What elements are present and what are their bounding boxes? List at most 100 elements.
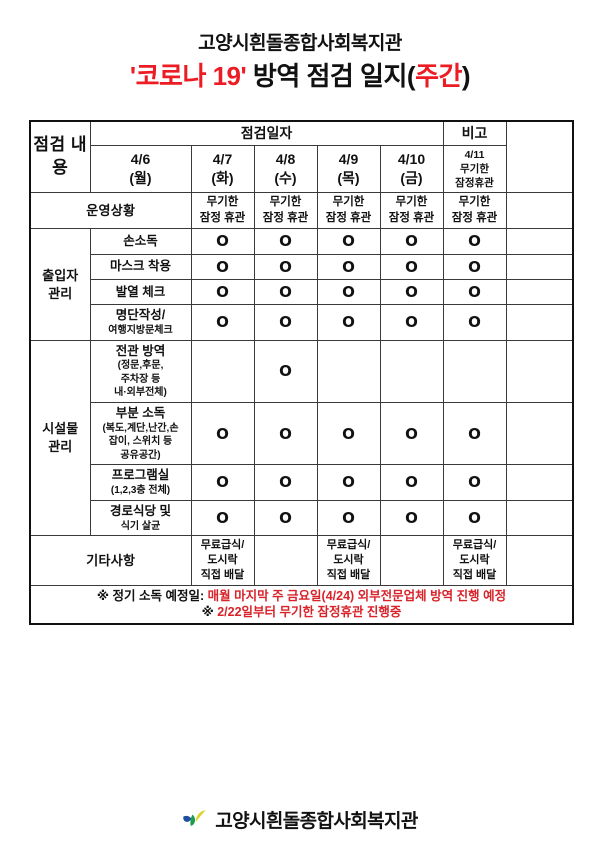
inspection-log-table-wrap: 점검 내용 점검일자 비고 4/6 (월) 4/7 (화) 4/8 (수) 4/9 (목) 4/10(…	[29, 120, 574, 626]
check-cell-day-1: O	[190, 464, 255, 501]
header-remark: 비고	[442, 120, 507, 146]
item-label: 부분 소독 (복도,계단,난간,손 잡이, 스위치 등 공유공간)	[89, 401, 192, 466]
check-cell-day-5: O	[442, 464, 507, 501]
title-paren-close: )	[461, 60, 471, 91]
table-row: 경로식당 및 식기 살균 O O O O O	[30, 499, 574, 537]
check-cell-day-5: O	[442, 304, 507, 341]
item-label: 경로식당 및 식기 살균	[89, 499, 192, 537]
table-row: 프로그램실 (1,2,3층 전체) O O O O O	[30, 464, 574, 501]
check-cell-day-2: O	[253, 253, 318, 280]
check-cell-day-3: O	[316, 253, 381, 280]
header-day-4: 4/9 (목)	[316, 144, 381, 194]
check-cell-day-5: O	[442, 401, 507, 466]
row-remark	[505, 464, 574, 501]
check-cell-day-5: O	[442, 228, 507, 255]
check-cell-day-1: O	[190, 253, 255, 280]
check-cell-day-3: O	[316, 278, 381, 306]
section-label-1: 출입자 관리	[29, 228, 91, 341]
check-cell-day-5	[442, 339, 507, 403]
header-day-5: 4/10 (금)	[379, 144, 444, 194]
check-cell-day-4	[379, 339, 444, 403]
header-inspection-dates: 점검일자	[89, 120, 444, 146]
row-remark	[505, 339, 574, 403]
check-cell-day-3: O	[316, 228, 381, 255]
table-row: 시설물 관리 전관 방역 (정문,후문, 주차장 등 내·외부전체) O	[29, 339, 574, 537]
document-header: 고양시흰돌종합사회복지관 '코로나 19' 방역 점검 일지(주간)	[0, 0, 600, 92]
table-row: 발열 체크 O O O O O	[30, 278, 574, 306]
check-cell-day-5: O	[442, 499, 507, 537]
item-label: 발열 체크	[89, 278, 192, 306]
check-cell-day-1: O	[190, 401, 255, 466]
other-matters-remark	[505, 535, 574, 586]
table-row: 마스크 착용 O O O O O	[30, 253, 574, 280]
item-label: 마스크 착용	[89, 253, 192, 280]
check-cell-day-5: O	[442, 278, 507, 306]
header-day-3: 4/8 (수)	[253, 144, 318, 194]
table-row: 명단작성/여행지방문체크 O O O O O	[30, 304, 574, 341]
header-day-2: 4/7 (화)	[190, 144, 255, 194]
other-matters-day-4	[379, 535, 444, 586]
check-cell-day-3: O	[316, 304, 381, 341]
item-label: 프로그램실 (1,2,3층 전체)	[89, 464, 192, 501]
row-remark	[505, 228, 574, 255]
check-cell-day-1: O	[190, 228, 255, 255]
footer-organization-name: 고양시흰돌종합사회복지관	[215, 811, 418, 832]
welfare-center-logo-icon	[183, 809, 206, 826]
other-matters-day-1: 무료급식/도시락 직접 배달	[190, 535, 255, 586]
check-cell-day-2: O	[253, 401, 318, 466]
check-cell-day-5: O	[442, 253, 507, 280]
check-cell-day-4: O	[379, 228, 444, 255]
row-label-operating-status: 운영상황	[29, 192, 192, 230]
operating-status-day-2: 무기한 잠정 휴관	[253, 192, 318, 230]
header-day-1: 4/6 (월)	[89, 144, 192, 194]
table-header-row-top: 점검 내용 점검일자 비고	[29, 120, 573, 194]
check-cell-day-4: O	[379, 464, 444, 501]
check-cell-day-2: O	[253, 228, 318, 255]
check-cell-day-2: O	[253, 339, 318, 403]
check-cell-day-3: O	[316, 401, 381, 466]
check-cell-day-1: O	[190, 499, 255, 537]
page-title: '코로나 19' 방역 점검 일지(주간)	[0, 60, 600, 92]
check-cell-day-3: O	[316, 499, 381, 537]
check-cell-day-2: O	[253, 304, 318, 341]
organization-title: 고양시흰돌종합사회복지관	[198, 33, 402, 54]
check-cell-day-1: O	[190, 304, 255, 341]
title-weekly: 주간	[415, 60, 462, 91]
row-remark	[505, 304, 574, 341]
table-row: 부분 소독 (복도,계단,난간,손 잡이, 스위치 등 공유공간) O O O O O	[30, 401, 574, 466]
item-label: 전관 방역 (정문,후문, 주차장 등 내·외부전체)	[89, 339, 192, 403]
footnote-2: ※ 2/22일부터 무기한 잠정휴관 진행중	[201, 605, 402, 620]
title-middle: 방역 점검 일지(	[246, 60, 416, 91]
check-cell-day-2: O	[253, 499, 318, 537]
section-label-2: 시설물 관리	[29, 339, 91, 537]
inspection-log-table: 점검 내용 점검일자 비고 4/6 (월) 4/7 (화) 4/8 (수) 4/9 (목) 4/10(…	[29, 120, 574, 626]
title-quote-open: '	[129, 60, 136, 91]
footer-branding: 고양시흰돌종합사회복지관	[0, 806, 600, 833]
row-remark	[505, 401, 574, 466]
title-quote-close: '	[240, 60, 247, 91]
operating-status-day-5: 무기한 잠정 휴관	[442, 192, 507, 230]
operating-status-day-4: 무기한 잠정 휴관	[379, 192, 444, 230]
check-cell-day-2: O	[253, 278, 318, 306]
remark-closure-note: 4/11 무기한 잠정휴관	[442, 144, 507, 194]
table-row-notes: ※ 정기 소독 예정일: 매월 마지막 주 금요일(4/24) 외부전문업체 방…	[29, 584, 574, 625]
table-row: 출입자 관리 손소독 O O O O O	[29, 228, 574, 341]
check-cell-day-4: O	[379, 499, 444, 537]
operating-status-remark	[505, 192, 574, 230]
other-matters-day-5: 무료급식/도시락 직접 배달	[442, 535, 507, 586]
footnote-1: ※ 정기 소독 예정일: 매월 마지막 주 금요일(4/24) 외부전문업체 방…	[96, 588, 507, 603]
check-cell-day-2: O	[253, 464, 318, 501]
row-remark	[505, 278, 574, 306]
check-cell-day-4: O	[379, 253, 444, 280]
check-cell-day-4: O	[379, 304, 444, 341]
check-cell-day-4: O	[379, 401, 444, 466]
check-cell-day-3	[316, 339, 381, 403]
check-cell-day-3: O	[316, 464, 381, 501]
table-row-operating-status: 운영상황 무기한 잠정 휴관 무기한 잠정 휴관 무기한 잠정 휴관 무기한 잠정 휴관 무기한 잠…	[29, 192, 574, 230]
check-cell-day-1	[190, 339, 255, 403]
other-matters-day-3: 무료급식/도시락 직접 배달	[316, 535, 381, 586]
header-inspection-content: 점검 내용	[29, 120, 91, 194]
footnotes: ※ 정기 소독 예정일: 매월 마지막 주 금요일(4/24) 외부전문업체 방…	[29, 584, 574, 625]
table-row-other-matters: 기타사항 무료급식/도시락 직접 배달 무료급식/도시락 직접 배달 무료급식/도시락 직접…	[29, 535, 574, 586]
